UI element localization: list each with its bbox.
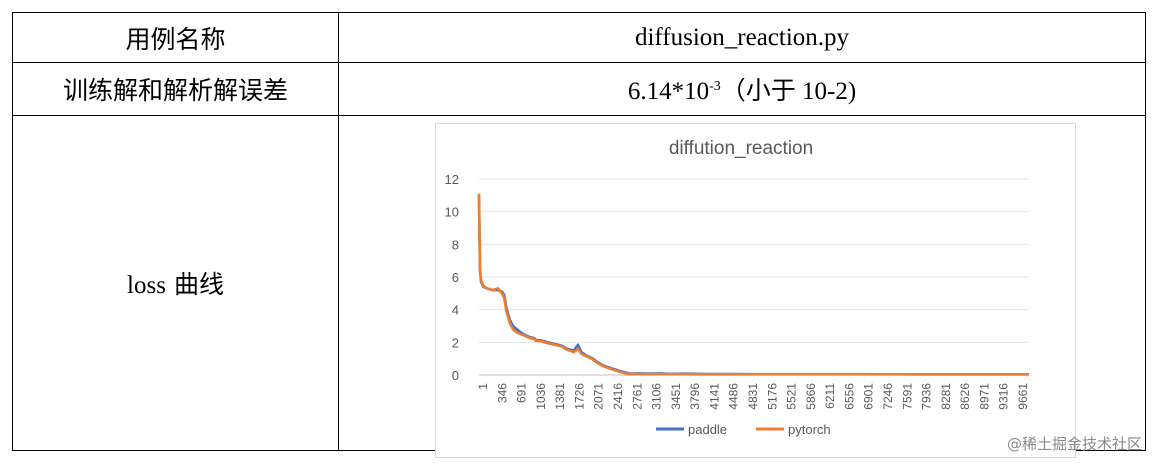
x-tick-label: 9316 bbox=[997, 383, 1011, 410]
x-tick-label: 1381 bbox=[553, 383, 567, 410]
watermark: @稀土掘金技术社区 bbox=[1006, 435, 1142, 453]
x-tick-label: 1726 bbox=[572, 383, 586, 410]
x-tick-label: 3451 bbox=[669, 383, 683, 410]
x-tick-label: 7936 bbox=[920, 383, 934, 410]
x-tick-label: 346 bbox=[495, 383, 509, 403]
y-axis-ticks: 0 2 4 6 8 10 12 bbox=[445, 172, 459, 383]
table-row: 用例名称 diffusion_reaction.py bbox=[12, 12, 1146, 63]
x-tick-label: 2761 bbox=[630, 383, 644, 410]
x-tick-label: 7591 bbox=[900, 383, 914, 410]
error-exponent: -3 bbox=[709, 79, 721, 94]
row-label-loss-curve: loss 曲线 bbox=[12, 115, 339, 451]
grid-layer bbox=[479, 178, 1029, 376]
x-axis-ticks: 1 346 691 1036 1381 1726 2071 2416 2761 3106 3451 3… bbox=[476, 383, 1030, 410]
x-tick-label: 691 bbox=[515, 383, 529, 403]
chart-title: diffution_reaction bbox=[669, 138, 813, 159]
x-tick-label: 4141 bbox=[707, 383, 721, 410]
x-tick-label: 5176 bbox=[765, 383, 779, 410]
legend-label-paddle: paddle bbox=[688, 422, 727, 437]
series-layer bbox=[477, 193, 1029, 376]
error-value: 6.14*10 bbox=[627, 78, 710, 105]
row-value-loss-chart: diffution_reaction 0 2 4 6 8 10 12 1 346 691 1036… bbox=[338, 115, 1146, 458]
x-tick-label: 1 bbox=[476, 383, 490, 390]
x-tick-label: 2071 bbox=[592, 383, 606, 410]
y-tick-label: 10 bbox=[445, 205, 459, 220]
x-tick-label: 3796 bbox=[688, 383, 702, 410]
x-tick-label: 4831 bbox=[746, 383, 760, 410]
loss-chart: diffution_reaction 0 2 4 6 8 10 12 1 346 691 1036… bbox=[445, 138, 1030, 437]
loss-label-curve: 曲线 bbox=[173, 270, 224, 299]
y-tick-label: 12 bbox=[445, 172, 459, 187]
error-note: （小于 10-2) bbox=[720, 78, 857, 105]
x-tick-label: 8626 bbox=[958, 383, 972, 410]
y-tick-label: 2 bbox=[452, 335, 459, 350]
test-result-table: 用例名称 diffusion_reaction.py 训练解和解析解误差 6.1… bbox=[12, 12, 1146, 458]
legend: paddle pytorch bbox=[656, 422, 831, 437]
x-tick-label: 5866 bbox=[804, 383, 818, 410]
series-line-pytorch bbox=[477, 193, 1029, 376]
x-tick-label: 6211 bbox=[823, 383, 837, 409]
legend-label-pytorch: pytorch bbox=[788, 422, 831, 437]
x-tick-label: 8281 bbox=[939, 383, 953, 410]
x-tick-label: 9661 bbox=[1016, 383, 1030, 410]
row-label-case-name: 用例名称 bbox=[12, 12, 339, 63]
x-tick-label: 1036 bbox=[534, 383, 548, 410]
y-tick-label: 4 bbox=[452, 303, 459, 318]
loss-label-word: loss bbox=[127, 272, 166, 299]
x-tick-label: 6901 bbox=[862, 383, 876, 410]
x-tick-label: 3106 bbox=[650, 383, 664, 410]
chart-container: diffution_reaction 0 2 4 6 8 10 12 1 346 691 1036… bbox=[339, 116, 1143, 458]
y-tick-label: 8 bbox=[452, 237, 459, 252]
table-row: 训练解和解析解误差 6.14*10-3（小于 10-2) bbox=[12, 62, 1146, 116]
table-row: loss 曲线 diffution_reaction 0 2 4 6 8 10 12 1 34… bbox=[12, 115, 1146, 458]
x-tick-label: 8971 bbox=[977, 383, 991, 410]
chart-frame: diffution_reaction 0 2 4 6 8 10 12 1 346 691 1036… bbox=[435, 123, 1076, 458]
x-tick-label: 6556 bbox=[842, 383, 856, 410]
x-tick-label: 5521 bbox=[785, 383, 799, 410]
row-label-error: 训练解和解析解误差 bbox=[12, 62, 339, 116]
row-value-case-name: diffusion_reaction.py bbox=[338, 12, 1146, 63]
x-tick-label: 4486 bbox=[727, 383, 741, 410]
row-value-error: 6.14*10-3（小于 10-2) bbox=[338, 62, 1146, 116]
y-tick-label: 6 bbox=[452, 270, 459, 285]
y-tick-label: 0 bbox=[452, 368, 459, 383]
x-tick-label: 7246 bbox=[881, 383, 895, 410]
x-tick-label: 2416 bbox=[611, 383, 625, 410]
